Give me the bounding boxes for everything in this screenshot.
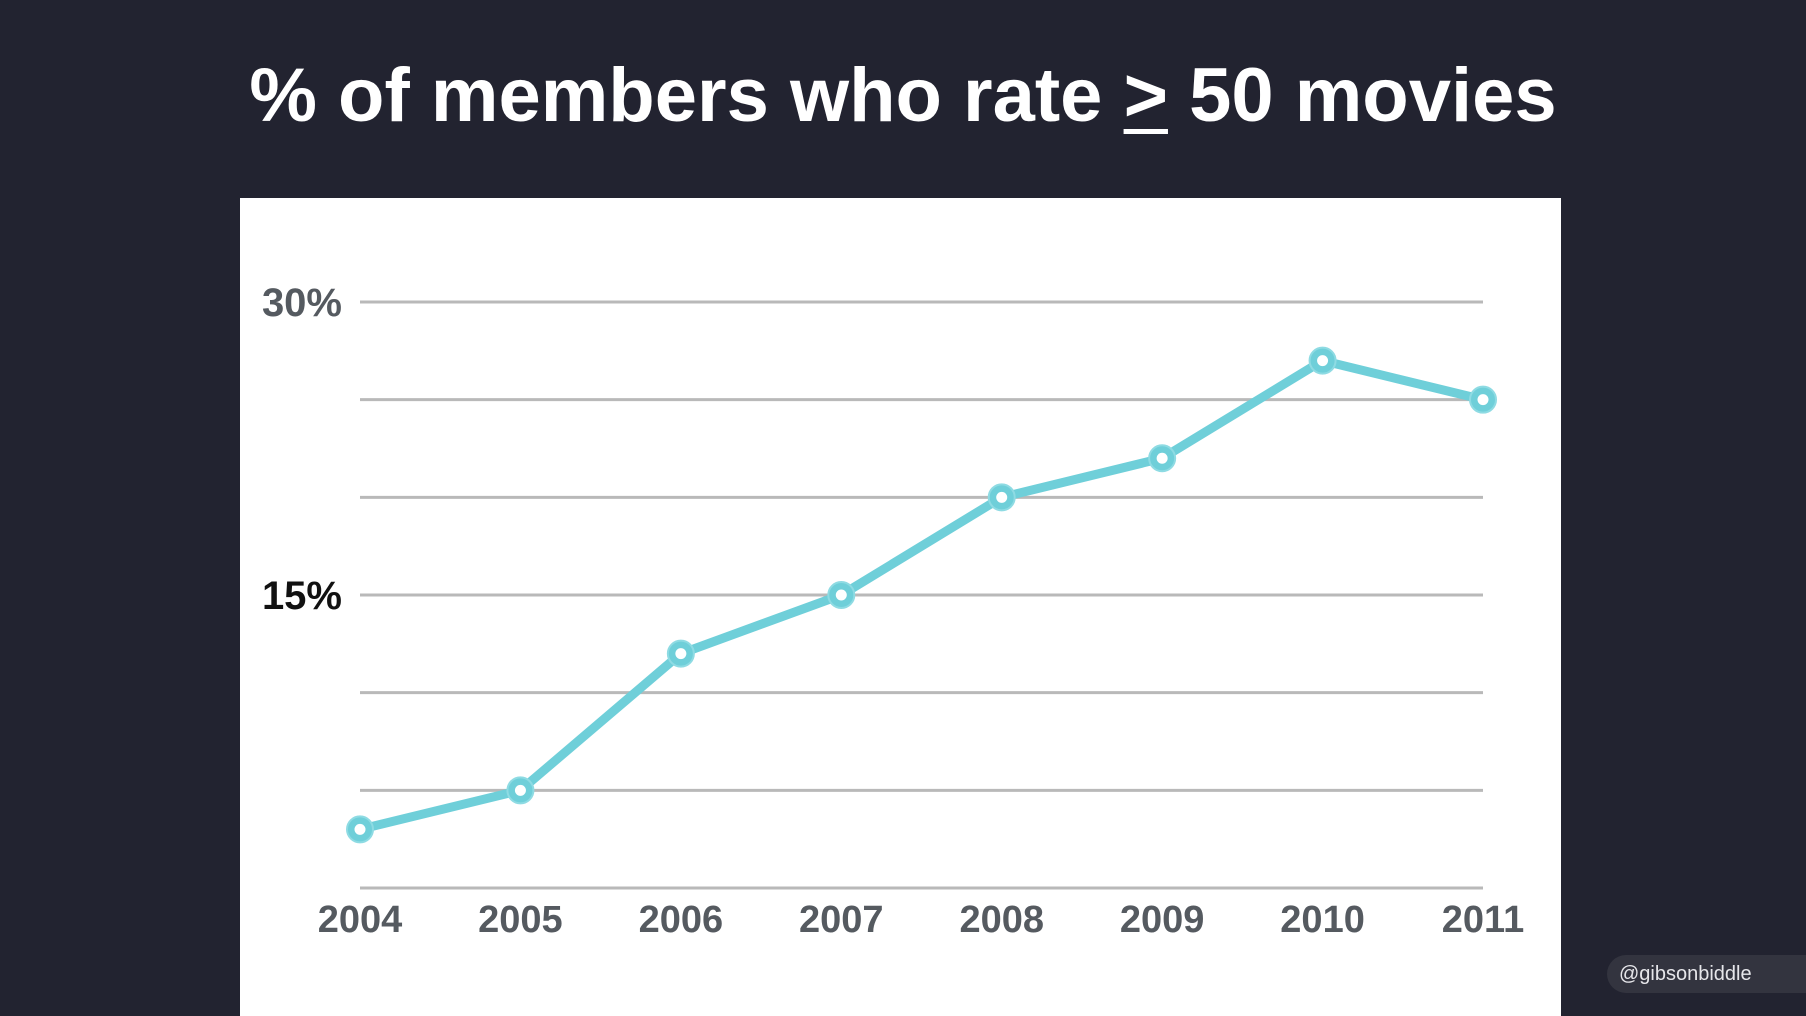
- data-point-2008: [987, 483, 1016, 512]
- data-point-2009: [1148, 444, 1177, 473]
- data-points: [346, 346, 1497, 844]
- y-tick-label-15: 15%: [262, 574, 342, 618]
- series-line-0: [355, 356, 1488, 834]
- series: [355, 356, 1488, 834]
- slide-title: % of members who rate > 50 movies: [0, 44, 1806, 148]
- x-tick-label-2006: 2006: [639, 899, 724, 941]
- x-tick-label-2007: 2007: [799, 899, 884, 941]
- y-tick-label-30: 30%: [262, 281, 342, 325]
- data-point-2010: [1308, 346, 1337, 375]
- title-suffix: 50 movies: [1167, 53, 1557, 138]
- x-tick-label-2004: 2004: [318, 899, 403, 941]
- data-point-2011: [1469, 385, 1497, 414]
- data-point-2007: [827, 581, 856, 609]
- y-axis-labels: 30% 15%: [262, 281, 342, 618]
- data-point-2006: [666, 639, 695, 668]
- attribution-badge: @gibsonbiddle: [1607, 955, 1806, 993]
- line-chart: 30% 15% 2004 2005 2006 2007 2008 2009 2010 2011: [262, 281, 1525, 941]
- title-geq-symbol: >: [1123, 53, 1168, 138]
- x-tick-label-2008: 2008: [959, 899, 1044, 941]
- data-point-2004: [346, 815, 374, 844]
- x-tick-label-2005: 2005: [478, 899, 563, 941]
- x-tick-label-2011: 2011: [1442, 899, 1524, 941]
- x-tick-label-2009: 2009: [1120, 899, 1205, 941]
- gridlines: [360, 300, 1483, 890]
- title-prefix: % of members who rate: [249, 53, 1124, 138]
- x-tick-label-2010: 2010: [1280, 899, 1365, 941]
- data-point-2005: [506, 776, 535, 805]
- chart-card: 30% 15% 2004 2005 2006 2007 2008 2009 2010 2011: [240, 198, 1561, 1016]
- x-axis-labels: 2004 2005 2006 2007 2008 2009 2010 2011: [318, 899, 1525, 941]
